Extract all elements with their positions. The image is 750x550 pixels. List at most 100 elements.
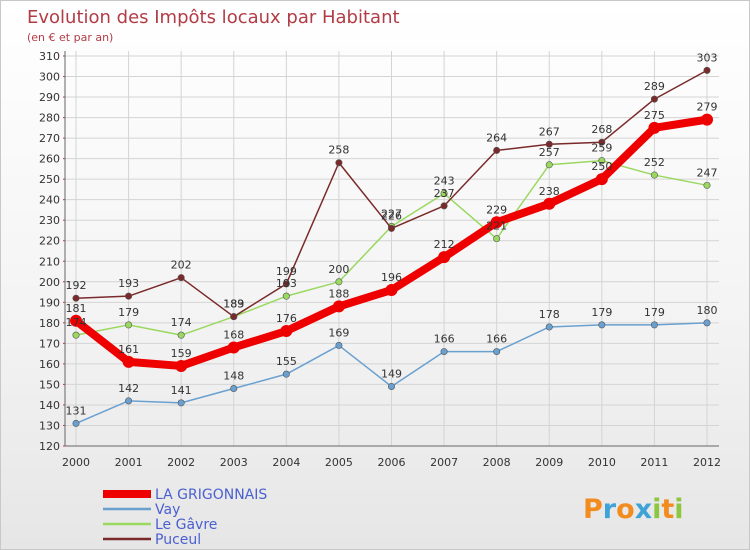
data-labels: 131 142 141 148 155 169 149 166 166 178 179 179 180 1…	[66, 51, 718, 417]
data-point	[72, 294, 80, 302]
data-label: 289	[644, 80, 665, 93]
y-tick-label: 280	[39, 112, 60, 125]
y-tick-label: 130	[39, 419, 60, 432]
data-label: 229	[486, 203, 507, 216]
data-point	[493, 146, 501, 154]
y-tick-label: 240	[39, 194, 60, 207]
x-tick-label: 2007	[430, 456, 458, 469]
data-point	[125, 292, 133, 300]
data-label: 166	[486, 333, 507, 346]
data-label: 267	[539, 125, 560, 138]
y-tick-label: 230	[39, 214, 60, 227]
data-point	[648, 121, 661, 134]
data-point	[650, 321, 658, 329]
y-tick-label: 190	[39, 296, 60, 309]
data-label: 188	[328, 287, 349, 300]
data-label: 179	[644, 306, 665, 319]
data-point	[440, 202, 448, 210]
data-label: 212	[434, 238, 455, 251]
data-label: 155	[276, 355, 297, 368]
data-label: 142	[118, 382, 139, 395]
y-tick-label: 290	[39, 91, 60, 104]
data-point	[177, 399, 185, 407]
chart-subtitle: (en € et par an)	[27, 31, 113, 44]
data-label: 264	[486, 131, 507, 144]
data-point	[230, 313, 238, 321]
data-label: 159	[171, 347, 192, 360]
x-tick-label: 2005	[325, 456, 353, 469]
data-label: 169	[328, 326, 349, 339]
legend-label: Vay	[155, 502, 180, 518]
chart-title: Evolution des Impôts locaux par Habitant	[27, 7, 400, 28]
data-label: 174	[171, 316, 192, 329]
y-tick-label: 150	[39, 378, 60, 391]
x-tick-label: 2009	[535, 456, 563, 469]
data-label: 252	[644, 156, 665, 169]
x-tick-label: 2011	[640, 456, 668, 469]
data-label: 166	[434, 333, 455, 346]
y-tick-label: 260	[39, 153, 60, 166]
grid	[65, 51, 719, 447]
y-tick-label: 220	[39, 235, 60, 248]
data-label: 196	[381, 271, 402, 284]
y-tick-label: 120	[39, 440, 60, 453]
y-tick-label: 250	[39, 173, 60, 186]
logo-letter: t	[661, 494, 674, 525]
proxiti-logo: Proxiti	[583, 494, 684, 525]
x-tick-label: 2003	[220, 456, 248, 469]
data-point	[703, 66, 711, 74]
logo-letter: o	[616, 494, 635, 525]
x-tick-label: 2000	[62, 456, 90, 469]
data-point	[701, 113, 713, 126]
data-label: 259	[591, 142, 612, 155]
data-label: 176	[276, 312, 297, 325]
data-point	[335, 159, 343, 167]
data-point	[72, 419, 80, 427]
data-label: 179	[591, 306, 612, 319]
data-label: 247	[697, 166, 718, 179]
data-label: 268	[591, 123, 612, 136]
data-label: 141	[171, 384, 192, 397]
data-label: 183	[223, 298, 244, 311]
data-label: 178	[539, 308, 560, 321]
data-point	[230, 385, 238, 393]
legend-label: Puceul	[155, 532, 201, 548]
data-point	[282, 370, 290, 378]
y-tick-label: 200	[39, 276, 60, 289]
legend-label: LA GRIGONNAIS	[155, 487, 267, 503]
data-point	[545, 323, 553, 331]
logo-letter: r	[603, 494, 617, 525]
data-point	[227, 341, 240, 354]
data-point	[175, 359, 188, 372]
data-point	[125, 397, 133, 405]
data-label: 250	[591, 160, 612, 173]
data-point	[703, 181, 711, 189]
data-label: 149	[381, 367, 402, 380]
data-label: 275	[644, 109, 665, 122]
data-label: 179	[118, 306, 139, 319]
data-point	[650, 95, 658, 103]
data-label: 237	[434, 187, 455, 200]
y-tick-label: 270	[39, 132, 60, 145]
data-point	[72, 331, 80, 339]
data-point	[438, 251, 451, 264]
data-point	[177, 274, 185, 282]
data-point	[385, 284, 398, 296]
data-label: 243	[434, 175, 455, 188]
data-point	[598, 157, 606, 165]
x-tick-label: 2008	[483, 456, 511, 469]
data-point	[282, 292, 290, 300]
data-label: 221	[486, 220, 507, 233]
data-label: 258	[328, 144, 349, 157]
data-point	[545, 161, 553, 169]
data-point	[543, 197, 556, 210]
data-label: 303	[697, 51, 718, 64]
data-point	[177, 331, 185, 339]
data-point	[650, 171, 658, 179]
x-tick-label: 2004	[272, 456, 300, 469]
data-point	[282, 280, 290, 288]
data-label: 161	[118, 343, 139, 356]
y-tick-label: 300	[39, 71, 60, 84]
